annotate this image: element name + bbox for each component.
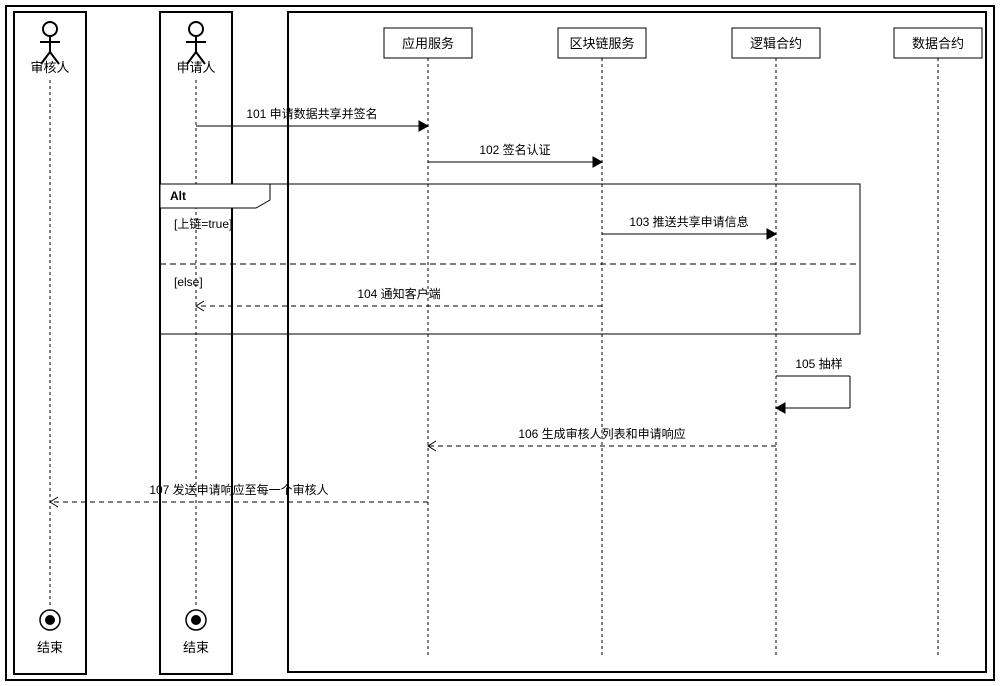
svg-text:数据合约: 数据合约: [912, 36, 964, 51]
svg-text:结束: 结束: [183, 640, 209, 655]
svg-text:区块链服务: 区块链服务: [569, 36, 634, 51]
svg-text:105 抽样: 105 抽样: [795, 356, 842, 371]
message-label: 106 生成审核人列表和申请响应: [518, 426, 685, 441]
message-label: 102 签名认证: [479, 142, 550, 157]
svg-text:[上链=true]: [上链=true]: [174, 216, 232, 231]
actor-label: 审核人: [30, 60, 69, 75]
message-label: 101 申请数据共享并签名: [246, 106, 377, 121]
actor-label: 申请人: [176, 60, 215, 75]
svg-text:结束: 结束: [37, 640, 63, 655]
inner-frame: [288, 12, 986, 672]
outer-frame: [6, 6, 994, 680]
message-label: 103 推送共享申请信息: [629, 214, 748, 229]
alt-fragment: [160, 184, 860, 334]
svg-text:应用服务: 应用服务: [402, 36, 454, 51]
message-label: 107 发送申请响应至每一个审核人: [149, 482, 328, 497]
sequence-diagram: 审核人结束 申请人结束 应用服务 区块链服务 逻辑合约 数据合约 101 申请数据共享并签名…: [0, 0, 1000, 686]
svg-text:[else]: [else]: [174, 275, 203, 289]
actor-icon: [40, 22, 60, 64]
svg-text:Alt: Alt: [170, 189, 186, 203]
actor-icon: [186, 22, 206, 64]
message-label: 104 通知客户端: [357, 286, 440, 301]
svg-text:逻辑合约: 逻辑合约: [750, 36, 802, 51]
